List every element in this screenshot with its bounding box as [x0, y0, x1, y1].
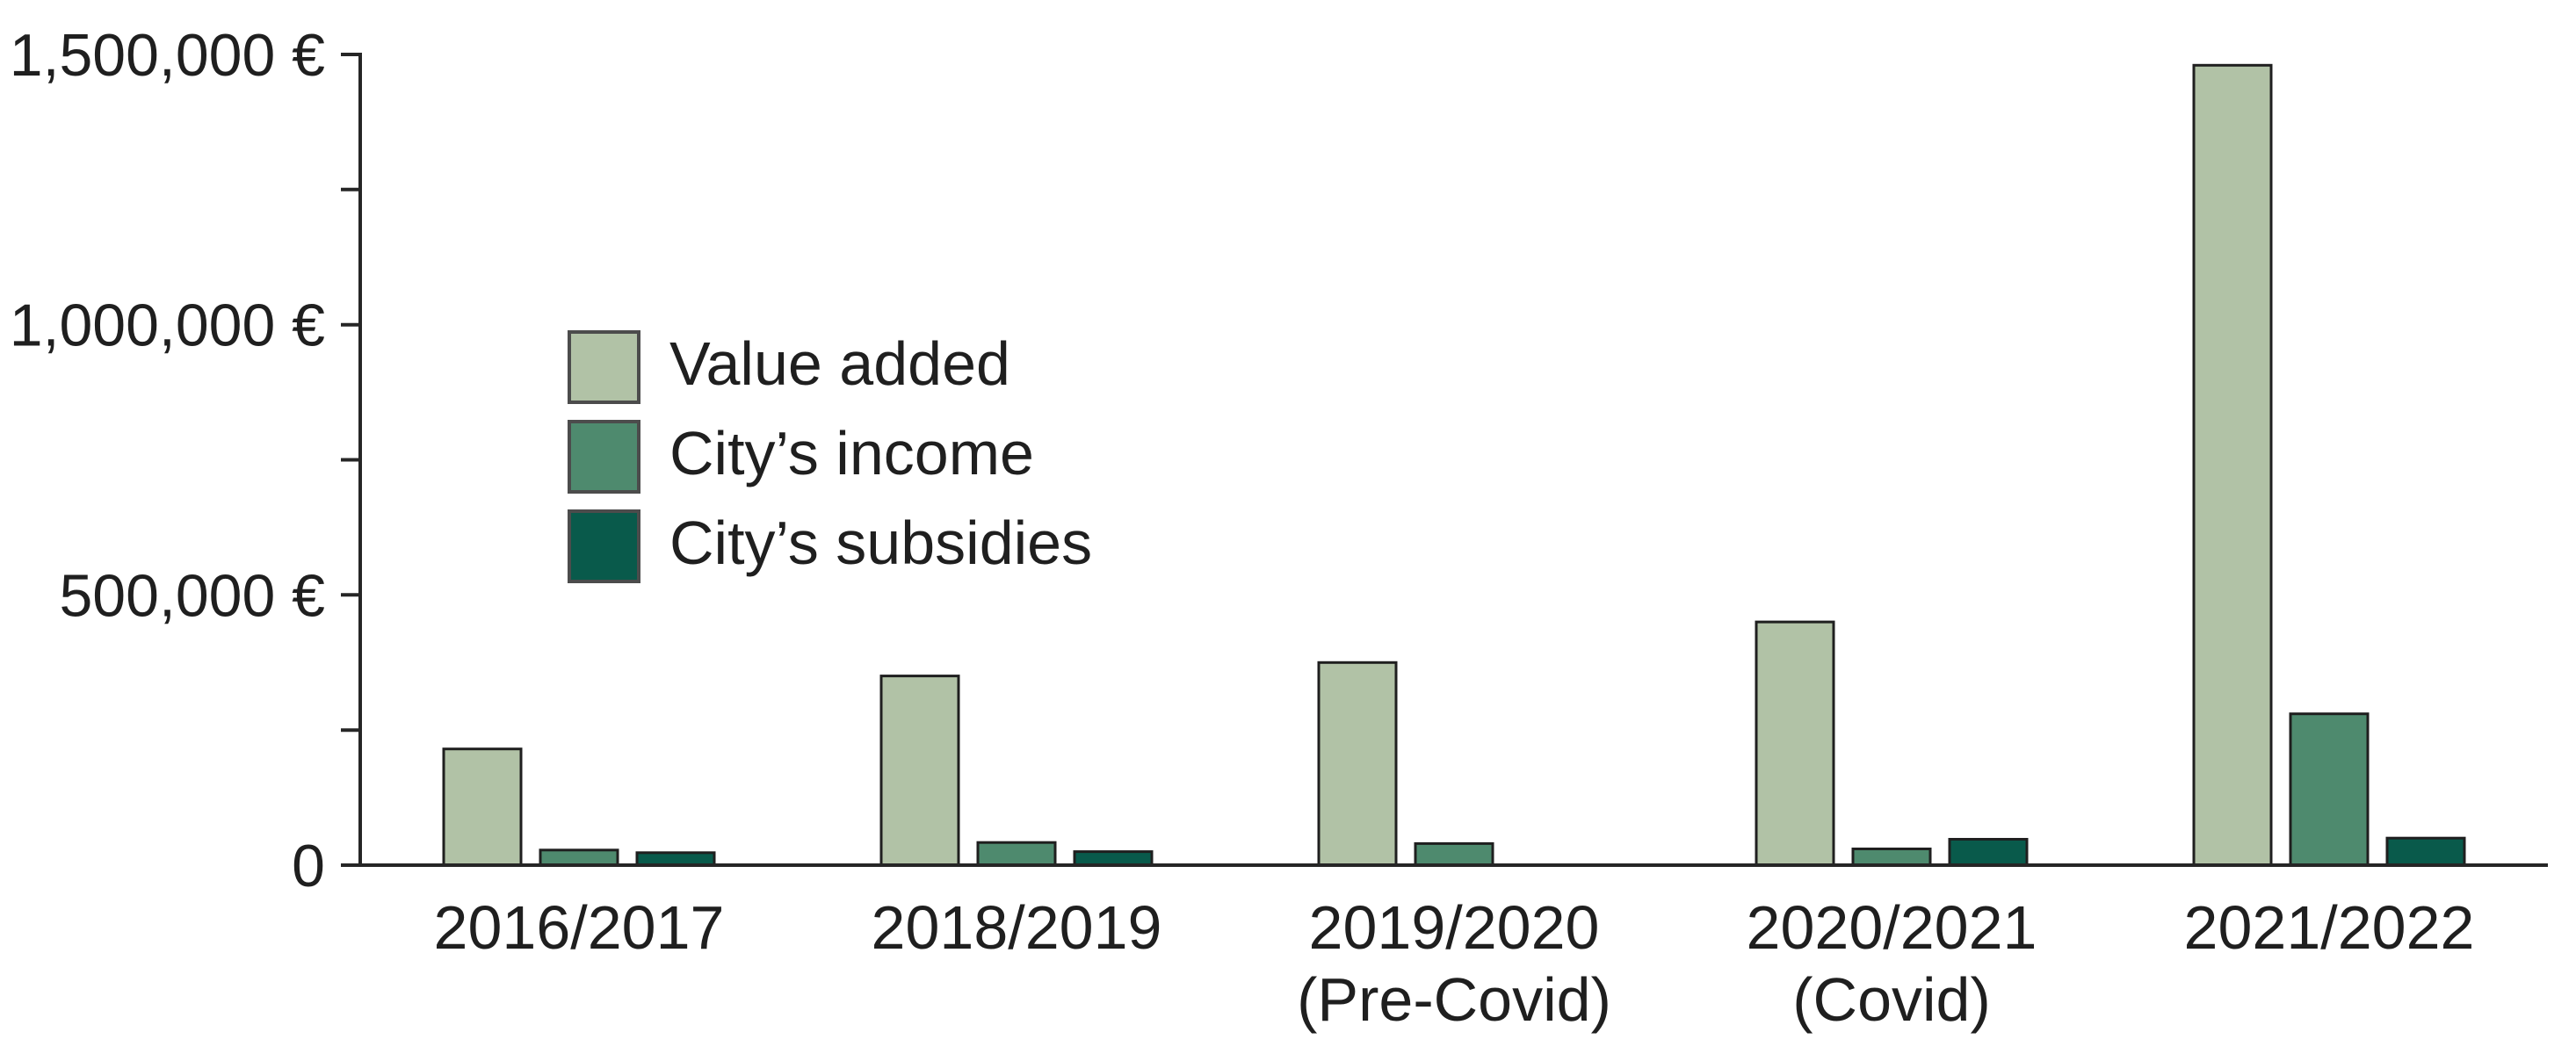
bar: [1755, 620, 1835, 867]
legend-swatch: [568, 330, 640, 404]
y-axis-tick-label: 0: [292, 833, 325, 899]
bar: [2385, 836, 2466, 867]
legend-label: Value added: [669, 329, 1010, 398]
bar: [1414, 841, 1494, 867]
y-axis-tick-label: 500,000 €: [59, 562, 325, 629]
y-axis-tick-label: 1,000,000 €: [10, 292, 325, 359]
legend-label: City’s income: [669, 419, 1034, 487]
bar: [879, 675, 960, 867]
x-axis-sublabel: (Pre-Covid): [1297, 965, 1611, 1034]
legend-swatch: [568, 420, 640, 494]
x-axis-label: 2021/2022: [2184, 893, 2475, 962]
bar: [1851, 848, 1932, 867]
bar: [635, 851, 716, 867]
bar: [539, 848, 619, 867]
bar: [2192, 63, 2273, 867]
x-axis-label: 2016/2017: [434, 893, 725, 962]
y-axis-tick-label: 1,500,000 €: [10, 22, 325, 89]
x-axis-label: 2018/2019: [872, 893, 1162, 962]
bar: [442, 747, 523, 867]
bar: [1948, 838, 2029, 867]
legend-label: City’s subsidies: [669, 509, 1092, 577]
x-axis-sublabel: (Covid): [1792, 965, 1991, 1034]
bar: [1317, 661, 1398, 867]
x-axis-label: 2020/2021: [1747, 893, 2037, 962]
legend-swatch: [568, 509, 640, 583]
bar: [2289, 712, 2370, 867]
bar: [1073, 850, 1154, 867]
x-axis-label: 2019/2020: [1309, 893, 1600, 962]
bar: [976, 841, 1057, 867]
